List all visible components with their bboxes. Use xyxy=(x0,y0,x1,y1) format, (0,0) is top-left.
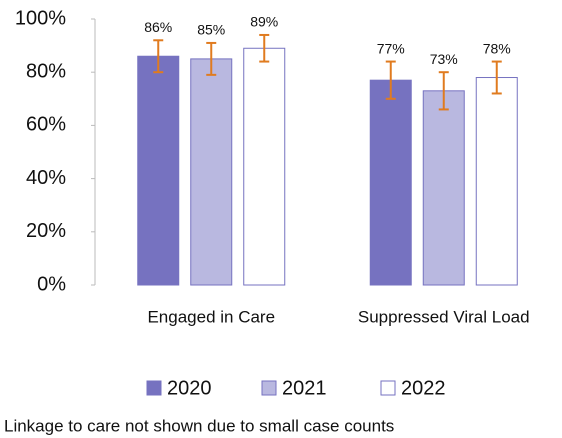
value-label: 89% xyxy=(250,14,278,30)
y-tick-label: 60% xyxy=(26,114,66,136)
legend-swatch xyxy=(380,380,396,396)
error-bar xyxy=(153,39,164,74)
error-bar xyxy=(259,33,270,63)
error-bar xyxy=(491,60,502,95)
value-label: 73% xyxy=(430,51,458,67)
y-tick-label: 0% xyxy=(37,273,66,295)
footnote: Linkage to care not shown due to small c… xyxy=(4,416,394,435)
bar xyxy=(422,90,465,286)
bar xyxy=(243,47,286,286)
x-tick-label: Engaged in Care xyxy=(147,307,275,326)
bar xyxy=(475,77,518,286)
y-tick-label: 20% xyxy=(26,220,66,242)
value-label: 86% xyxy=(144,19,172,35)
value-label: 77% xyxy=(377,40,405,56)
x-tick-label: Suppressed Viral Load xyxy=(358,307,530,326)
bar xyxy=(190,58,233,286)
value-label: 85% xyxy=(197,22,225,38)
y-tick-label: 40% xyxy=(26,167,66,189)
error-bar xyxy=(385,60,396,100)
legend-label: 2020 xyxy=(167,377,212,399)
error-bar xyxy=(206,41,217,76)
legend-swatch xyxy=(261,380,277,396)
legend-label: 2022 xyxy=(401,377,446,399)
legend-swatch xyxy=(146,380,162,396)
y-tick-label: 80% xyxy=(26,60,66,82)
bar xyxy=(137,55,180,286)
bar xyxy=(369,79,412,286)
error-bar xyxy=(438,71,449,111)
value-label: 78% xyxy=(483,40,511,56)
legend-label: 2021 xyxy=(282,377,327,399)
y-tick-label: 100% xyxy=(15,7,66,29)
